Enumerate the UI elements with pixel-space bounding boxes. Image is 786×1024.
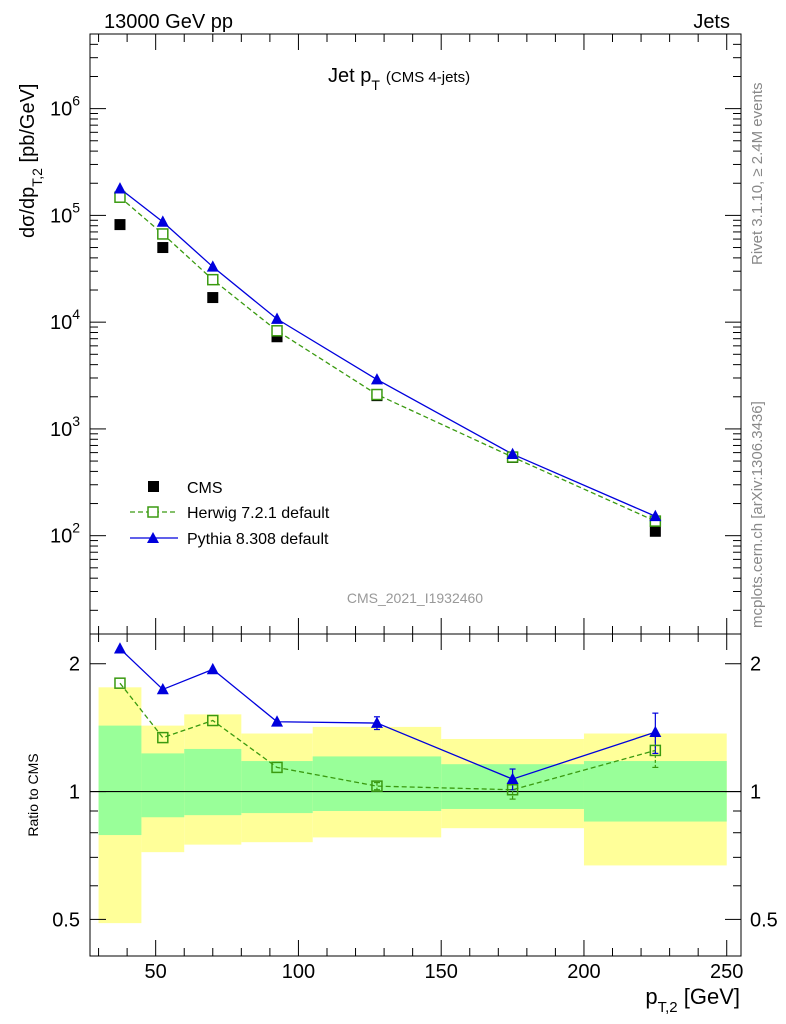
pythia-point [206,260,219,272]
ratio-y-tick-label: 0.5 [52,909,80,931]
pythia-ratio-point [649,725,662,738]
herwig-ratio-line [119,682,656,791]
cms-band-inner [184,748,242,816]
herwig-ratio-point [207,714,219,727]
header-right-text: Jets [693,11,730,33]
ratio-y-tick-label: 1 [69,782,80,804]
pythia-ratio-point [156,682,169,695]
pythia-point [370,373,383,385]
herwig-ratio-point [271,761,283,774]
pythia-ratio-point [370,716,383,728]
main-y-tick-label-exp: 4 [72,306,80,322]
mcplots-label: mcplots.cern.ch [arXiv:1306.3436] [749,401,766,628]
pythia-point [271,312,284,324]
main-y-tick-label-base: 10 [50,205,72,227]
legend-herwig-label: Herwig 7.2.1 default [187,505,330,522]
pythia-point [506,447,519,460]
ratio-y-label: Ratio to CMS [25,753,41,836]
pythia-point [649,509,662,522]
x-tick-label: 250 [710,961,743,983]
herwig-point [114,191,126,203]
rivet-label: Rivet 3.1.10, ≥ 2.4M events [749,83,766,266]
herwig-point [157,228,169,240]
herwig-point [271,325,283,337]
main-y-tick-label-exp: 6 [72,93,80,109]
x-axis-label: pT,2 [GeV] [645,984,740,1016]
pythia-ratio-point [271,715,284,727]
cms-point [157,242,169,254]
ratio-frame [89,633,742,957]
main-y-tick-label: 106 [50,93,80,121]
herwig-point [371,388,383,401]
ratio-panel: 0.5 0.51 12 250 100 150 200 250 [52,634,778,983]
herwig-ratio-point [506,783,519,796]
main-y-tick-label-base: 10 [50,312,72,334]
herwig-ratio-point [371,780,383,792]
header-left-text: 13000 GeV pp [104,11,233,33]
main-title-sub: T [371,77,380,93]
main-y-label-pre: dσ/dp [17,187,39,238]
main-y-label-sub: T,2 [29,168,45,187]
main-y-tick-label-exp: 5 [72,199,80,215]
x-tick-label: 100 [282,961,315,983]
cms-point [114,219,126,231]
pythia-ratio-point [206,662,219,675]
legend-pythia-marker [147,532,159,543]
main-y-tick-label-exp: 2 [72,520,80,536]
main-y-tick-label: 102 [50,520,80,548]
cms-band-inner [241,761,313,814]
main-y-tick-label: 104 [50,306,80,334]
x-axis-label-pre: p [645,984,657,1009]
herwig-point [207,273,219,286]
main-y-label-post: [pb/GeV] [17,84,39,169]
x-tick-label: 50 [145,961,167,983]
legend-cms-label: CMS [187,480,223,497]
pythia-point [156,215,169,227]
main-y-tick-label-base: 10 [50,526,72,548]
cms-band-inner [98,725,142,836]
x-axis-label-sub: T,2 [658,999,678,1016]
herwig-line [119,196,656,522]
pythia-point [113,182,126,194]
x-tick-label: 150 [425,961,458,983]
main-y-tick-label: 103 [50,413,80,441]
cms-band-inner [141,753,185,818]
pythia-line [119,188,656,517]
pythia-ratio-point [506,772,519,784]
main-y-label: dσ/dpT,2 [pb/GeV] [17,84,45,238]
ratio-y-tick-label-right: 0.5 [750,909,778,931]
main-y-tick-label-base: 10 [50,99,72,121]
cms-point [207,292,219,304]
legend: CMS Herwig 7.2.1 default Pythia 8.308 de… [130,480,330,548]
legend-cms-marker [148,481,159,492]
ratio-y-tick-label: 2 [69,654,80,676]
main-title-extra: (CMS 4-jets) [386,69,470,86]
x-tick-label: 200 [567,961,600,983]
x-axis-label-post: [GeV] [678,984,740,1009]
main-title: Jet pT (CMS 4-jets) [328,65,470,93]
herwig-ratio-point [649,744,662,757]
cms-point [271,331,283,343]
pythia-ratio-point [113,642,126,654]
main-y-tick-label: 105 [50,199,80,227]
cms-point [649,525,661,537]
ratio-y-tick-label-right: 2 [750,654,761,676]
legend-herwig-marker [147,506,159,518]
main-title-text: Jet p [328,65,371,87]
ratio-y-tick-label-right: 1 [750,782,761,804]
herwig-ratio-point [114,677,126,689]
main-y-tick-label-base: 10 [50,419,72,441]
herwig-ratio-point [157,731,169,744]
legend-pythia-label: Pythia 8.308 default [187,531,329,548]
main-y-tick-label-exp: 3 [72,413,80,429]
analysis-id: CMS_2021_I1932460 [347,590,483,606]
